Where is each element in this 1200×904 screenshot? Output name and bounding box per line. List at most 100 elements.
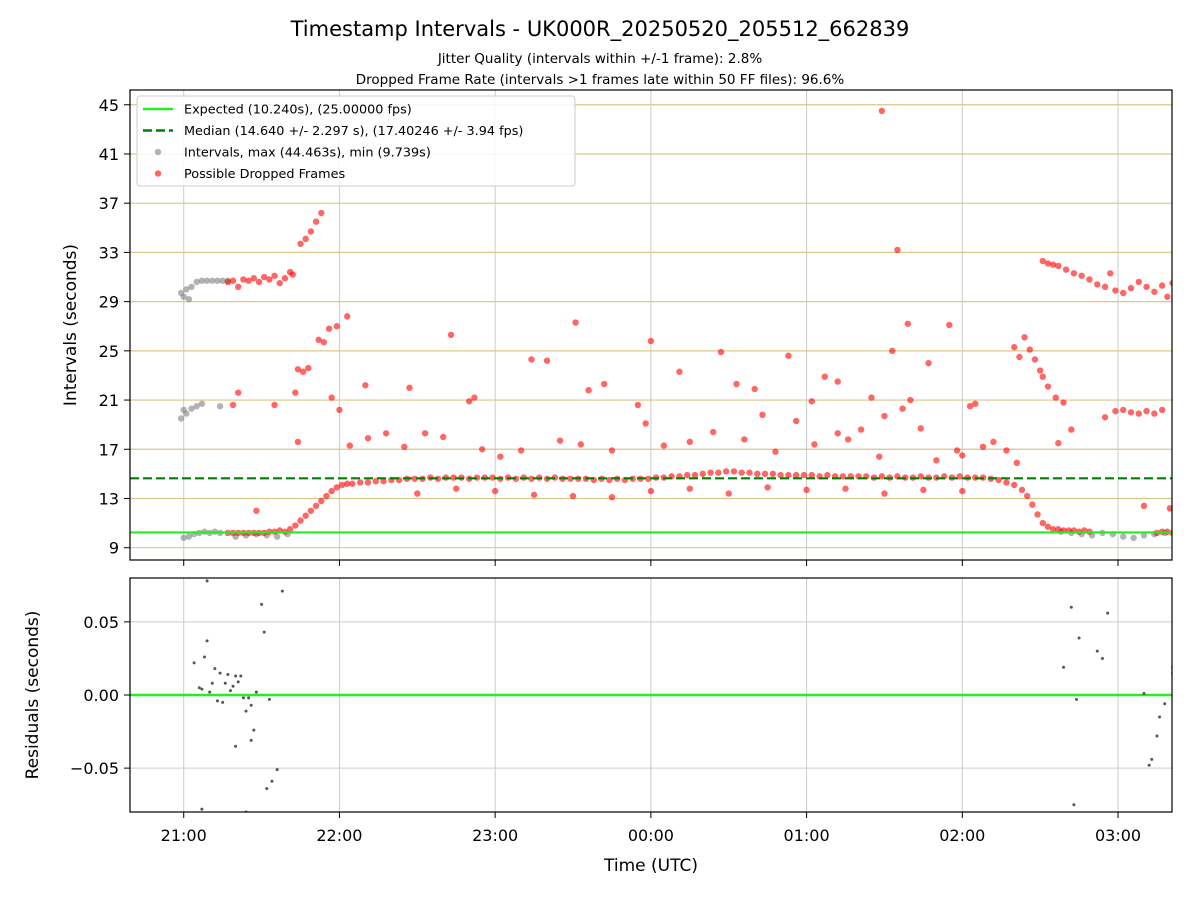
x-tick-label: 22:00 — [316, 826, 362, 845]
legend: Expected (10.240s), (25.00000 fps) Median… — [136, 95, 576, 187]
residual-point — [234, 674, 238, 678]
dropped-frame-point — [634, 401, 642, 409]
dropped-frame-point — [556, 437, 564, 444]
residual-point — [1077, 636, 1081, 640]
dropped-frame-point — [294, 438, 302, 446]
dropped-frame-point — [1094, 281, 1101, 288]
residual-point — [1150, 757, 1154, 761]
dropped-frame-point — [741, 436, 748, 443]
residual-point — [267, 697, 271, 701]
dropped-frame-point — [803, 486, 810, 494]
dropped-frame-point — [1003, 479, 1010, 486]
dropped-frame-point — [754, 470, 761, 478]
dropped-frame-point — [1011, 481, 1018, 489]
residual-point — [205, 639, 209, 643]
dropped-frame-point — [528, 475, 535, 482]
dropped-frame-point — [333, 323, 341, 330]
dropped-frame-point — [1135, 278, 1142, 286]
dropped-frame-point — [349, 480, 356, 487]
residual-point — [197, 686, 201, 690]
dropped-frame-point — [1135, 410, 1142, 417]
dropped-frame-point — [229, 401, 237, 409]
residual-point — [265, 787, 269, 791]
residual-point — [208, 690, 212, 694]
dropped-frame-point — [839, 473, 847, 480]
dropped-frame-point — [761, 470, 769, 478]
dropped-frame-point — [325, 325, 333, 332]
dropped-frame-point — [297, 240, 304, 247]
dropped-frame-point — [530, 491, 538, 498]
dropped-frame-point — [276, 279, 283, 287]
dropped-frame-point — [320, 339, 328, 346]
dropped-frame-point — [907, 396, 914, 404]
dropped-frame-point — [1166, 505, 1172, 512]
dropped-frame-point — [645, 475, 652, 482]
dropped-frame-point — [302, 235, 309, 243]
dropped-frame-point — [990, 438, 997, 446]
dropped-frame-point — [577, 441, 584, 448]
dropped-frame-point — [328, 487, 335, 495]
interval-point — [198, 277, 206, 284]
residual-point — [1163, 702, 1167, 706]
dropped-frame-point — [1112, 287, 1119, 294]
dropped-frame-point — [1164, 293, 1171, 300]
dropped-frame-point — [271, 272, 278, 279]
dropped-frame-point — [686, 485, 693, 492]
dropped-frame-point — [676, 368, 683, 375]
residual-point — [236, 680, 240, 684]
bottom-plot-area — [130, 579, 1172, 812]
dropped-frame-point — [811, 441, 818, 448]
dropped-frame-point — [315, 336, 322, 343]
dropped-frame-point — [297, 517, 304, 524]
dropped-frame-point — [286, 526, 294, 533]
x-axis: 21:00 22:00 23:00 00:00 01:00 02:00 03:00 — [161, 812, 1141, 845]
x-tick-label: 01:00 — [784, 826, 830, 845]
residual-point — [262, 630, 266, 634]
dropped-frame-point — [691, 471, 699, 479]
dropped-frame-point — [260, 273, 268, 281]
residual-point — [215, 699, 219, 703]
dropped-frame-point — [759, 411, 766, 419]
dropped-frame-point — [338, 481, 346, 489]
dropped-frame-point — [917, 425, 924, 432]
dropped-frame-point — [800, 471, 808, 479]
dropped-frame-point — [686, 438, 693, 446]
dropped-frame-point — [647, 337, 655, 345]
top-y-tick-label: 45 — [99, 96, 119, 115]
dropped-frame-point — [1036, 367, 1044, 374]
chart-subtitle-jitter: Jitter Quality (intervals within +/-1 fr… — [437, 51, 763, 67]
interval-point — [177, 415, 185, 422]
dropped-frame-point — [517, 447, 525, 454]
residual-point — [1158, 715, 1162, 719]
dropped-frame-point — [281, 275, 289, 282]
dropped-frame-point — [868, 394, 875, 401]
dropped-frame-point — [972, 400, 979, 407]
dropped-frame-point — [364, 479, 372, 486]
residual-point — [205, 579, 209, 583]
residual-point — [1072, 803, 1076, 807]
x-tick-label: 23:00 — [472, 826, 518, 845]
dropped-frame-point — [299, 368, 307, 375]
dropped-frame-point — [440, 433, 447, 441]
dropped-frame-point — [240, 276, 247, 283]
dropped-frame-point — [1127, 284, 1135, 292]
dropped-frame-point — [411, 475, 418, 482]
dropped-frame-point — [328, 394, 335, 401]
dropped-frame-point — [1158, 406, 1166, 414]
dropped-frame-point — [956, 473, 963, 480]
x-tick-label: 03:00 — [1095, 826, 1141, 845]
interval-point — [273, 533, 281, 540]
dropped-frame-point — [1060, 399, 1067, 406]
dropped-frame-point — [447, 331, 455, 339]
dropped-frame-point — [266, 276, 273, 283]
dropped-frame-point — [1013, 459, 1021, 467]
residual-point — [275, 768, 279, 772]
dropped-frame-point — [1026, 346, 1033, 353]
dropped-frame-point — [785, 471, 792, 479]
bottom-panel: 0.05 0.00 −0.05 — [70, 577, 1173, 813]
dropped-frame-point — [1158, 282, 1166, 289]
residual-point — [228, 689, 232, 693]
dropped-frame-point — [1101, 414, 1109, 421]
dropped-frame-point — [894, 246, 901, 254]
